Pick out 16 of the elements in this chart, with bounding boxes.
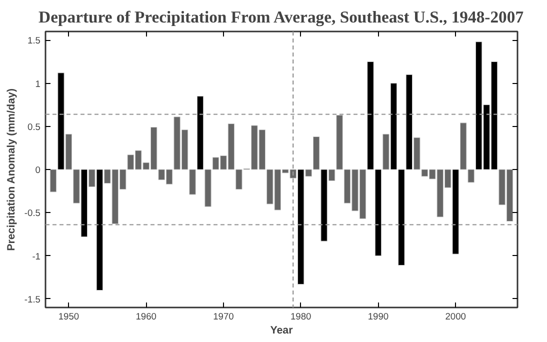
x-tick-label: 1990 [368,312,389,322]
x-axis-title: Year [270,324,293,336]
y-tick-label: 0.5 [28,122,40,132]
x-tick-label: 1950 [58,312,80,322]
y-axis-title: Precipitation Anomaly (mm/day) [5,88,18,251]
y-tick-label: 1 [35,78,41,89]
y-tick-label: 1.5 [28,36,40,46]
chart-title: Departure of Precipitation From Average, Southeast U.S., 1948-2007 [38,8,524,26]
x-tick-label: 1980 [290,312,312,322]
y-tick-label: -1 [32,251,41,262]
x-tick-label: 2000 [445,312,466,322]
x-tick-label: 1960 [136,312,156,322]
y-tick-label: 0 [35,165,41,175]
y-tick-label: -1.5 [24,294,41,304]
y-tick-label: -0.5 [24,208,41,218]
x-tick-label: 1970 [213,312,234,322]
